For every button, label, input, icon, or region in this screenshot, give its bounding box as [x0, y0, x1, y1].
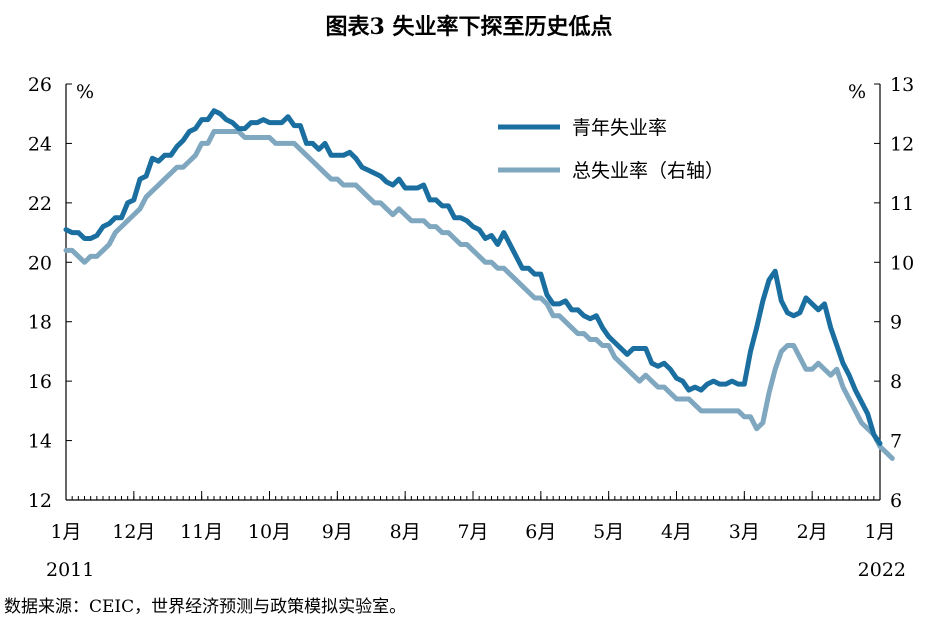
- x-axis-ticks: 1月 2011 12月 11月 10月 9月 8月 7月 6月 5月 4月 3月 2月 1月 2022: [46, 491, 906, 581]
- x-tick-label: 1月: [50, 521, 81, 543]
- left-tick-label: 18: [28, 312, 52, 334]
- right-tick-label: 7: [890, 431, 902, 453]
- right-axis-ticks: 6 7 8 9 10 11 12 13: [874, 74, 914, 512]
- left-tick-label: 16: [28, 371, 52, 393]
- x-tick-label: 12月: [112, 521, 155, 543]
- left-axis-unit: %: [76, 81, 94, 103]
- series-group: [63, 108, 895, 461]
- left-tick-label: 26: [28, 74, 52, 96]
- right-tick-label: 11: [890, 193, 914, 215]
- x-tick-label: 4月: [661, 521, 692, 543]
- x-tick-label: 8月: [390, 521, 421, 543]
- left-axis-ticks: 12 14 16 18 20 22 24 26: [28, 74, 72, 512]
- legend: 青年失业率 总失业率（右轴）: [498, 117, 724, 182]
- source-note: 数据来源：CEIC，世界经济预测与政策模拟实验室。: [4, 597, 406, 617]
- legend-label-youth: 青年失业率: [572, 117, 667, 139]
- right-tick-label: 6: [890, 490, 902, 512]
- left-tick-label: 14: [28, 431, 52, 453]
- x-tick-label: 3月: [729, 521, 760, 543]
- left-tick-label: 22: [28, 193, 52, 215]
- axes: [65, 84, 881, 501]
- x-tick-label: 9月: [322, 521, 353, 543]
- right-tick-label: 13: [890, 74, 914, 96]
- x-tick-label: 10月: [248, 521, 291, 543]
- right-tick-label: 9: [890, 312, 902, 334]
- right-tick-label: 8: [890, 371, 902, 393]
- chart-title: 图表3 失业率下探至历史低点: [326, 14, 613, 40]
- x-tick-label: 1月: [864, 521, 895, 543]
- x-tick-label: 7月: [457, 521, 488, 543]
- x-tick-label: 6月: [525, 521, 556, 543]
- x-year-label: 2011: [46, 559, 94, 581]
- x-tick-label: 2月: [797, 521, 828, 543]
- right-tick-label: 10: [890, 252, 914, 274]
- right-tick-label: 12: [890, 133, 914, 155]
- x-tick-label: 5月: [593, 521, 624, 543]
- x-year-label: 2022: [858, 559, 906, 581]
- left-tick-label: 12: [28, 490, 52, 512]
- right-axis-unit: %: [848, 81, 866, 103]
- series-youth-unemployment: [63, 108, 883, 447]
- left-tick-label: 24: [28, 133, 52, 155]
- series-total-unemployment: [63, 129, 895, 461]
- legend-label-total: 总失业率（右轴）: [572, 160, 724, 182]
- left-tick-label: 20: [28, 252, 52, 274]
- x-tick-label: 11月: [180, 521, 223, 543]
